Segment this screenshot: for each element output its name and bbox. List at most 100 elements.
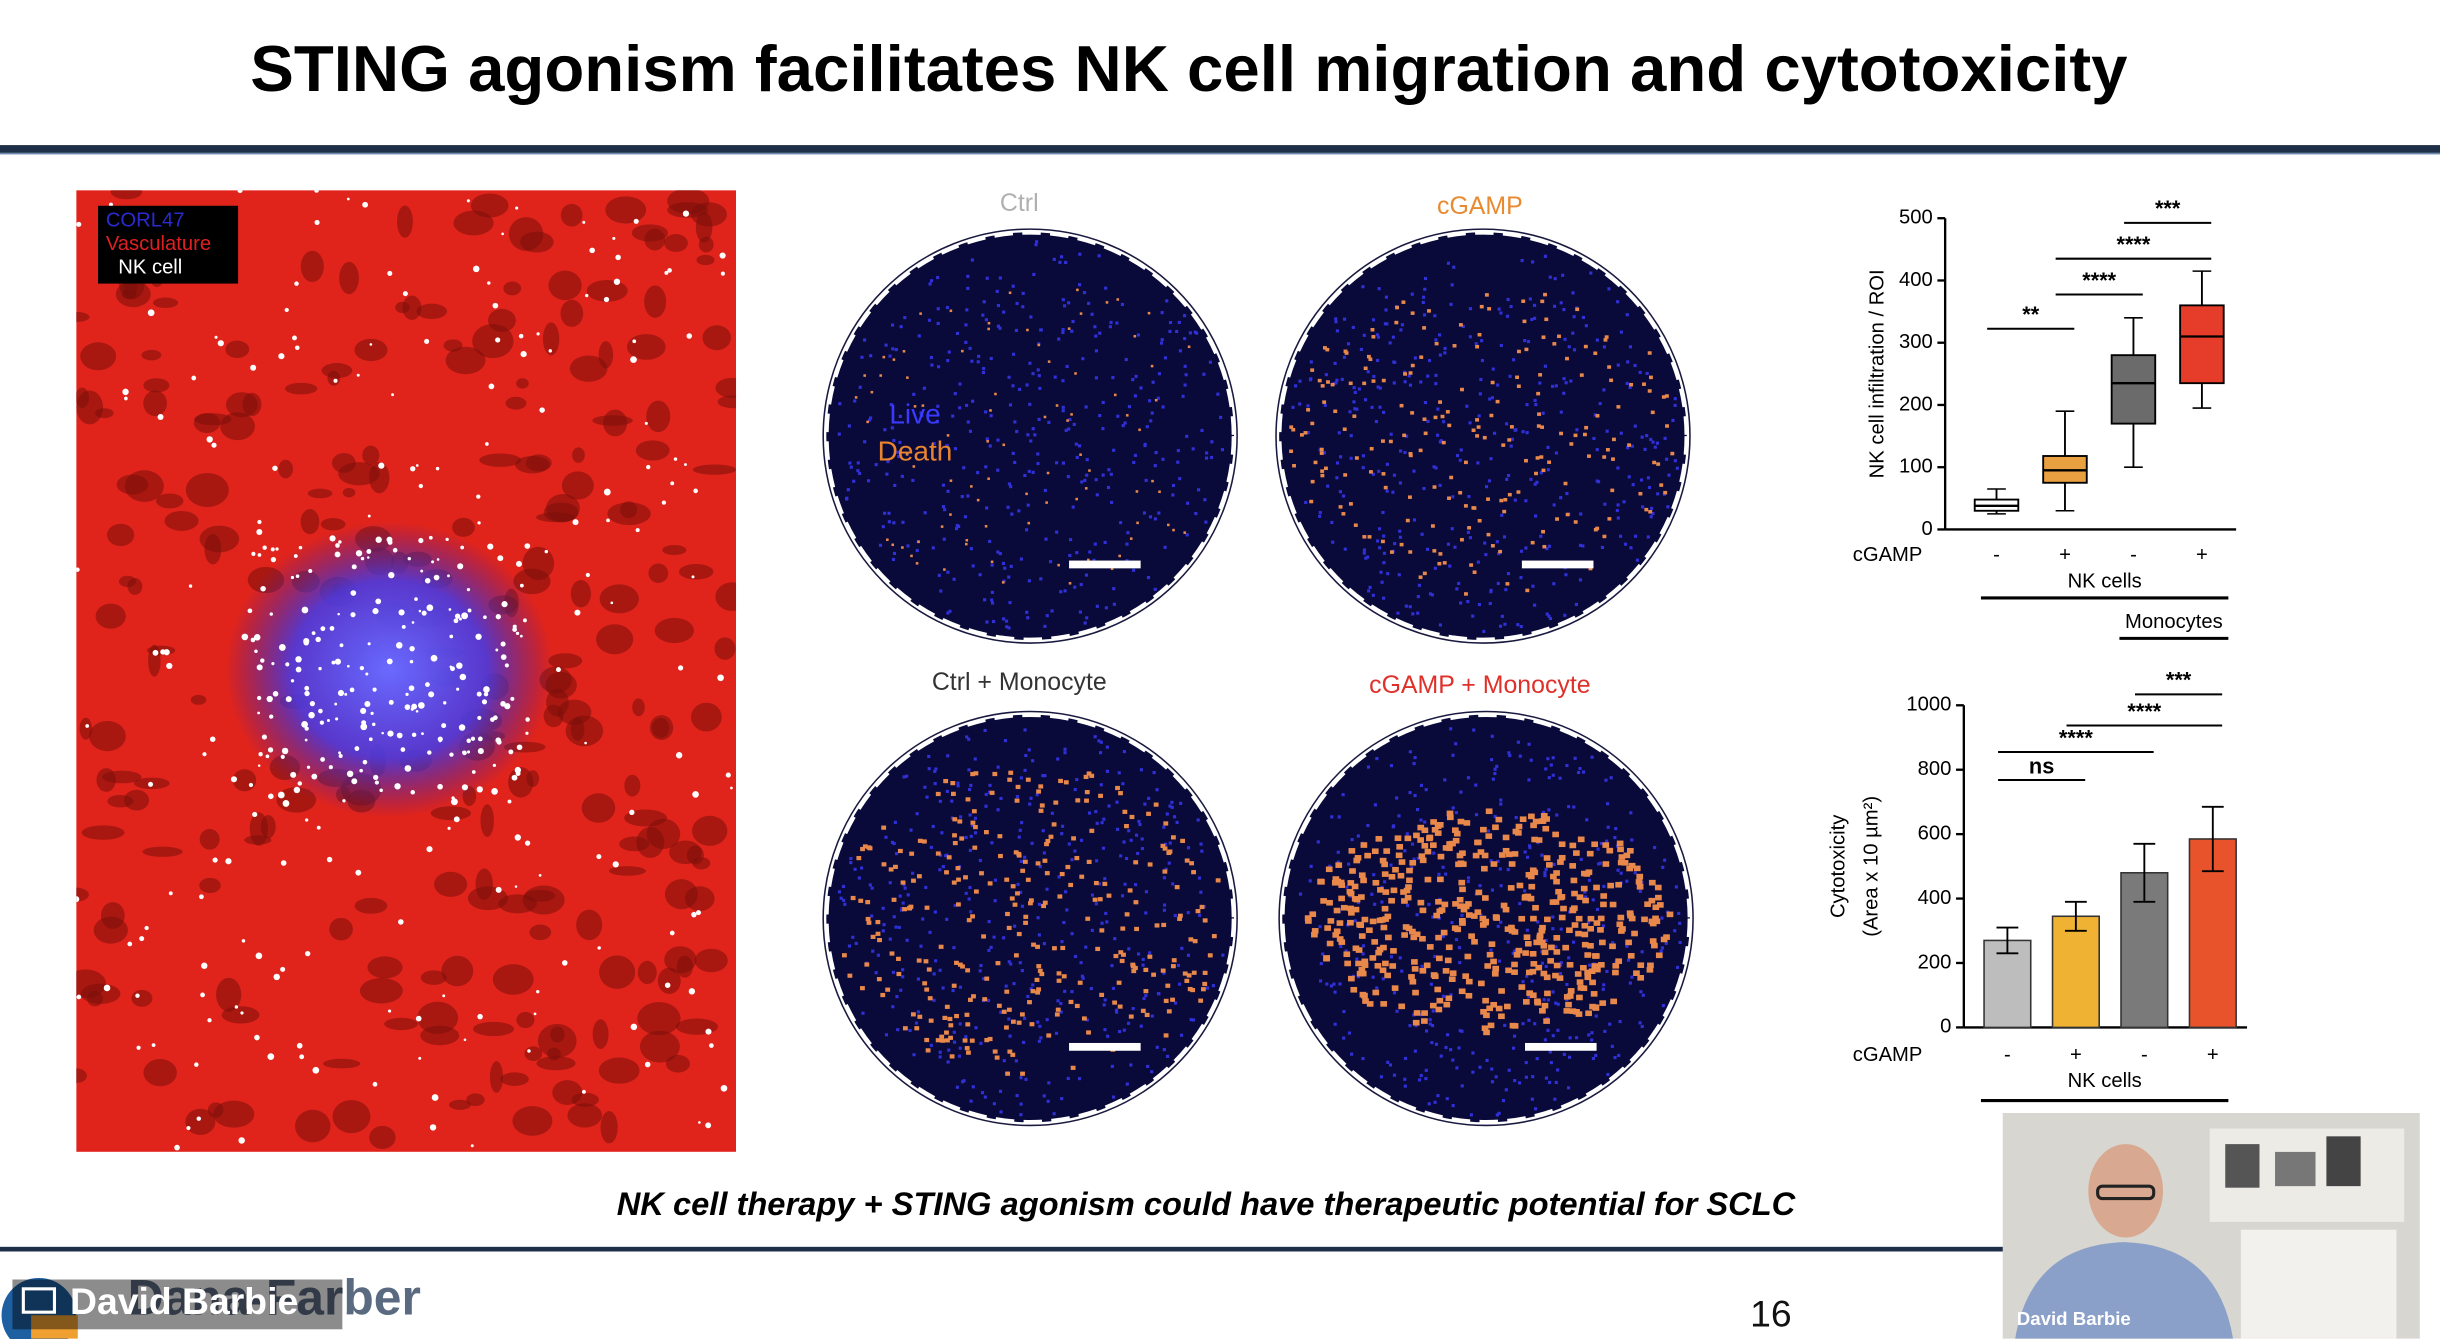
live-cell [892, 915, 896, 919]
dead-cell [1475, 344, 1480, 349]
live-cell [1547, 544, 1551, 548]
live-cell [916, 977, 920, 981]
live-cell [1168, 321, 1173, 325]
dead-cell [1332, 932, 1340, 938]
live-cell [983, 728, 987, 733]
live-cell [1458, 1029, 1462, 1033]
live-cell [1554, 451, 1558, 455]
nk-cell-dot [271, 662, 275, 666]
dead-cell [1467, 526, 1472, 530]
vessel-gap [142, 846, 183, 857]
live-cell [946, 1060, 950, 1064]
dead-cell [998, 853, 1003, 859]
live-cell [1628, 385, 1632, 389]
live-cell [946, 359, 950, 363]
dead-cell [1401, 932, 1408, 938]
dead-cell [961, 349, 964, 353]
dead-cell [1371, 335, 1376, 339]
dead-cell [1524, 940, 1532, 947]
dead-cell [1597, 927, 1604, 933]
dead-cell [1438, 400, 1443, 404]
dead-cell [1445, 410, 1450, 414]
live-cell [1471, 1051, 1475, 1055]
dead-cell [1469, 563, 1474, 567]
live-cell [1437, 872, 1441, 876]
vessel-gap [569, 355, 608, 382]
live-cell [1095, 859, 1099, 863]
live-cell [1003, 566, 1007, 570]
live-cell [1587, 1033, 1591, 1037]
live-cell [1441, 994, 1446, 998]
live-cell [1342, 1036, 1346, 1040]
live-cell [1101, 473, 1105, 477]
live-cell [1112, 587, 1116, 591]
vessel-gap [107, 794, 134, 808]
live-cell [1010, 512, 1014, 516]
vessel-gap [395, 301, 410, 314]
vessel-gap [489, 1061, 504, 1093]
dead-cell [1044, 871, 1050, 876]
dead-cell [1402, 433, 1407, 438]
dead-cell [1347, 919, 1354, 926]
dead-cell [1649, 938, 1657, 944]
nk-cell-dot [415, 464, 419, 467]
live-cell [968, 787, 972, 792]
live-cell [1333, 361, 1337, 365]
live-cell [1106, 1034, 1110, 1038]
dead-cell [1423, 962, 1431, 969]
live-cell [1527, 742, 1531, 746]
live-cell [943, 508, 947, 512]
dead-cell [1367, 535, 1372, 539]
dead-cell [1522, 950, 1529, 956]
vessel-gap [644, 285, 667, 318]
dead-cell [1602, 534, 1607, 539]
live-cell [1430, 1041, 1434, 1045]
dead-cell [1481, 852, 1489, 859]
live-cell [1638, 1021, 1642, 1025]
dead-cell [1495, 399, 1500, 404]
dead-cell [970, 771, 976, 777]
nk-cell-dot [597, 946, 601, 950]
live-cell [1015, 1094, 1019, 1098]
dead-cell [1588, 566, 1593, 571]
live-cell [1319, 962, 1323, 966]
nk-cell-dot [194, 1062, 199, 1067]
nk-cell-dot [454, 613, 461, 619]
live-cell [849, 861, 853, 865]
live-cell [1467, 494, 1471, 499]
dead-cell [1477, 849, 1485, 855]
nk-cell-dot [293, 786, 301, 794]
nk-cell-dot [275, 547, 279, 551]
live-cell [1150, 411, 1154, 415]
live-cell [1196, 488, 1201, 492]
live-cell [1185, 533, 1189, 537]
dead-cell [1429, 842, 1437, 848]
dead-cell [1325, 347, 1330, 352]
live-cell [1041, 829, 1045, 833]
dead-cell [1361, 962, 1369, 968]
live-cell [1443, 346, 1447, 350]
live-cell [1069, 538, 1073, 542]
nk-cell-dot [258, 752, 263, 757]
live-cell [988, 539, 992, 543]
live-cell [1097, 882, 1102, 886]
dead-cell [888, 867, 894, 872]
live-cell [1041, 774, 1045, 778]
live-cell [1376, 358, 1380, 363]
live-cell [897, 455, 901, 459]
live-cell [1568, 1036, 1572, 1040]
live-cell [992, 935, 996, 939]
live-cell [1071, 319, 1075, 324]
dead-cell [1458, 879, 1466, 886]
dead-cell [994, 392, 997, 396]
dead-cell [984, 1038, 990, 1043]
live-cell [932, 442, 936, 446]
dead-cell [1538, 927, 1546, 934]
dead-cell [1470, 913, 1478, 919]
nk-cell-dot [424, 577, 431, 584]
nk-cell-dot [217, 340, 224, 347]
panel-label: cGAMP [1437, 192, 1523, 220]
nk-cell-dot [295, 656, 302, 663]
live-cell [1343, 547, 1347, 551]
dead-cell [1392, 866, 1399, 873]
